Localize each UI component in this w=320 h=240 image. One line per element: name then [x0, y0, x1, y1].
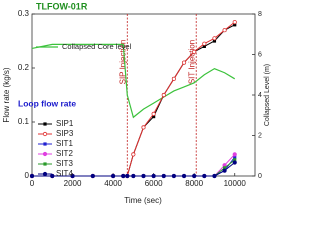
x-tick-label: 2000 [64, 179, 82, 188]
legend-marker [43, 162, 47, 166]
data-point [192, 173, 197, 179]
legend-marker [43, 142, 47, 146]
data-point [202, 44, 206, 48]
data-point [131, 152, 136, 157]
data-point [141, 125, 146, 130]
legend-label: SIP3 [56, 129, 74, 138]
legend-marker [42, 171, 48, 177]
series-line [31, 43, 236, 119]
legend-label: SIT4 [56, 169, 73, 178]
legend-label: SIT3 [56, 159, 73, 168]
data-point [233, 23, 237, 27]
data-point [151, 173, 156, 179]
data-point [110, 173, 116, 179]
chart-title: TLFOW-01R [36, 1, 88, 11]
chart: TLFOW-01R Time (sec) Flow rate (kg/s) Co… [2, 1, 271, 205]
data-point [232, 160, 237, 165]
data-point [50, 173, 55, 179]
y-tick-label: 0.3 [18, 9, 30, 18]
annotation-text: SIP Injection [118, 40, 127, 85]
data-point [232, 19, 237, 25]
legend-label: Collapsed Core level [62, 42, 132, 51]
data-point [171, 76, 177, 81]
data-point [222, 166, 227, 170]
data-point [152, 115, 156, 119]
data-point [212, 39, 217, 43]
data-point [70, 173, 75, 179]
legend-title: Loop flow rate [18, 98, 76, 108]
y-tick-label: 0.1 [18, 117, 30, 126]
y2-tick-label: 6 [258, 51, 262, 58]
data-point [171, 173, 177, 179]
legend-marker [42, 151, 48, 157]
data-point [202, 41, 207, 46]
y2-tick-label: 4 [258, 92, 262, 99]
x-tick-label: 4000 [104, 179, 122, 188]
x-tick-label: 6000 [145, 179, 163, 188]
data-point [233, 158, 237, 162]
x-tick-label: 10000 [224, 179, 247, 188]
data-point [212, 173, 217, 179]
legend-marker [42, 131, 48, 137]
data-point [232, 152, 237, 157]
data-point [121, 173, 126, 179]
y2-tick-label: 8 [258, 11, 262, 18]
y-tick-label: 0 [25, 171, 30, 180]
y-axis-label: Flow rate (kg/s) [2, 67, 11, 122]
legend-label: SIP1 [56, 119, 74, 128]
x-tick-label: 0 [30, 179, 35, 188]
data-point [222, 28, 227, 33]
legend-label: SIT2 [56, 149, 73, 158]
data-point [192, 49, 197, 54]
data-point [161, 92, 166, 98]
data-point [212, 36, 217, 41]
data-point [141, 173, 146, 179]
y2-axis-label: Collapsed Level (m) [264, 64, 271, 126]
y2-tick-label: 2 [258, 132, 262, 139]
data-point [125, 173, 130, 179]
legend-marker [43, 122, 47, 126]
data-point [161, 173, 166, 179]
data-point [181, 173, 187, 179]
y-tick-label: 0.2 [18, 63, 30, 72]
data-point [131, 173, 136, 179]
data-point [151, 111, 156, 117]
data-point [233, 155, 237, 159]
data-point [202, 173, 207, 179]
data-point [222, 168, 227, 173]
x-tick-label: 8000 [185, 179, 203, 188]
data-point [90, 173, 95, 179]
data-point [181, 60, 187, 65]
annotation-text: SIT Injection [187, 40, 196, 84]
y2-tick-label: 0 [258, 173, 262, 180]
x-axis-label: Time (sec) [124, 196, 162, 205]
data-point [29, 173, 35, 179]
legend-label: SIT1 [56, 139, 73, 148]
